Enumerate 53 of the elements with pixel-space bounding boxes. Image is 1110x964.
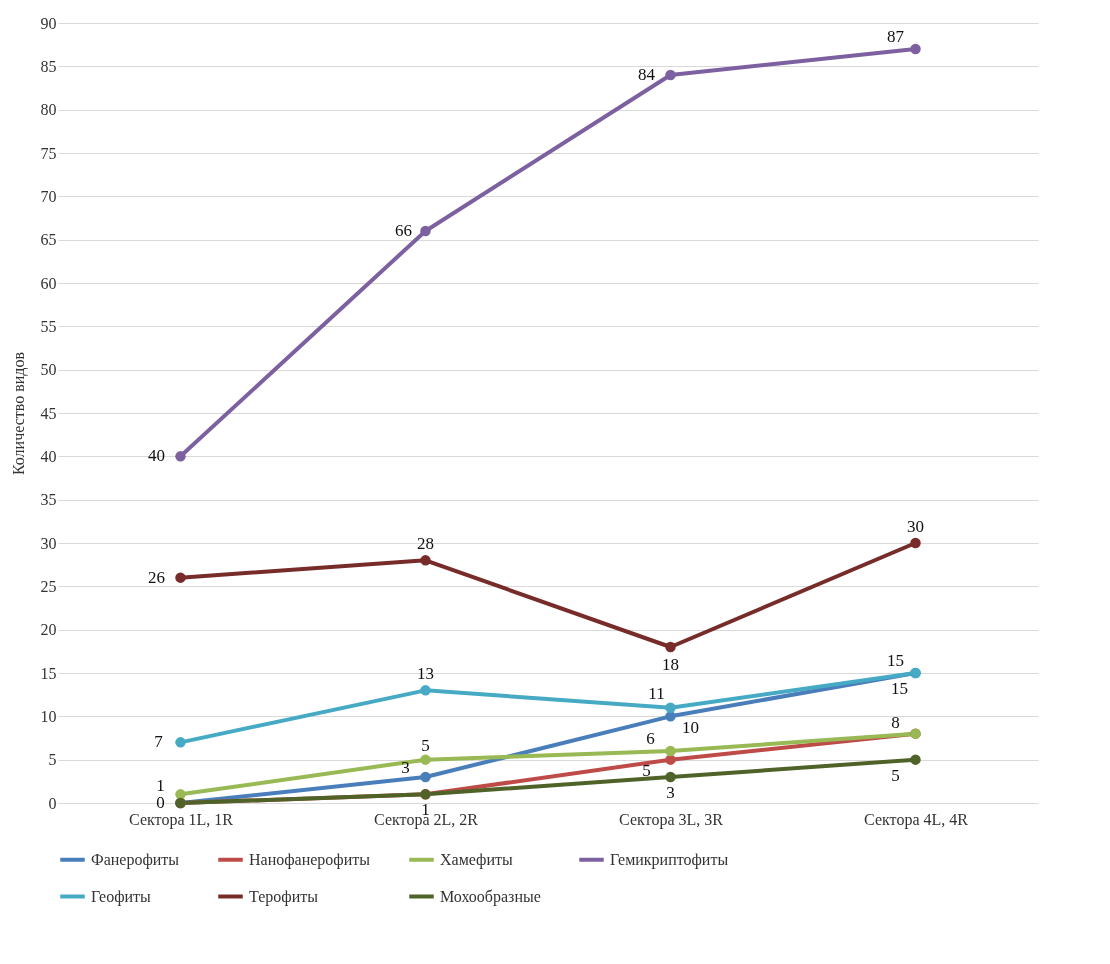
y-tick-label: 35 (40, 491, 57, 509)
y-tick-label: 15 (40, 664, 57, 682)
data-label: 3 (666, 783, 675, 802)
data-label: 13 (417, 664, 434, 684)
data-label: 5 (891, 765, 900, 785)
y-tick-label: 60 (40, 274, 57, 292)
y-tick-label: 10 (40, 707, 57, 725)
data-label: 5 (642, 760, 651, 780)
data-label: 66 (395, 221, 412, 240)
x-tick-label: Сектора 3L, 3R (619, 810, 724, 829)
y-tick-label: 90 (40, 14, 57, 32)
data-label: 30 (907, 517, 924, 536)
data-label: 1 (156, 776, 165, 796)
data-label: 40 (148, 446, 165, 466)
y-tick-label: 20 (40, 621, 57, 639)
data-label: 8 (891, 712, 900, 732)
y-tick-label: 40 (40, 447, 57, 465)
legend-label: Геофиты (91, 887, 152, 906)
y-tick-label: 50 (40, 361, 57, 379)
legend-label: Терофиты (249, 887, 319, 906)
y-tick-label: 75 (40, 144, 57, 162)
y-tick-label: 80 (40, 101, 57, 119)
y-axis-title: Количество видов (9, 351, 28, 476)
data-label: 18 (662, 655, 679, 674)
y-tick-label: 55 (40, 317, 57, 335)
data-label: 15 (887, 651, 904, 670)
x-tick-label: Сектора 4L, 4R (864, 810, 969, 829)
legend-label: Гемикриптофиты (610, 850, 729, 869)
legend-label: Нанофанерофиты (249, 850, 371, 869)
data-label: 84 (638, 65, 656, 84)
y-tick-label: 25 (40, 577, 57, 595)
data-label: 15 (891, 679, 908, 698)
y-tick-label: 85 (40, 57, 57, 75)
y-tick-label: 70 (40, 187, 57, 205)
y-tick-label: 5 (48, 751, 57, 769)
data-label: 6 (646, 729, 655, 748)
data-label: 11 (648, 683, 665, 703)
data-label: 7 (154, 732, 164, 752)
data-label: 3 (401, 758, 410, 777)
data-label: 10 (682, 718, 699, 738)
y-tick-label: 65 (40, 231, 57, 249)
data-label: 28 (417, 534, 434, 554)
y-tick-label: 0 (48, 794, 57, 812)
y-tick-label: 30 (40, 534, 57, 552)
data-label: 5 (421, 735, 430, 755)
data-label: 26 (148, 567, 165, 587)
legend-label: Мохообразные (440, 887, 541, 906)
data-label: 0 (156, 793, 165, 812)
y-tick-label: 45 (40, 404, 57, 422)
data-label: 87 (887, 27, 905, 46)
x-tick-label: Сектора 1L, 1R (129, 810, 234, 829)
legend-label: Фанерофиты (91, 850, 180, 869)
legend-label: Хамефиты (440, 850, 513, 869)
